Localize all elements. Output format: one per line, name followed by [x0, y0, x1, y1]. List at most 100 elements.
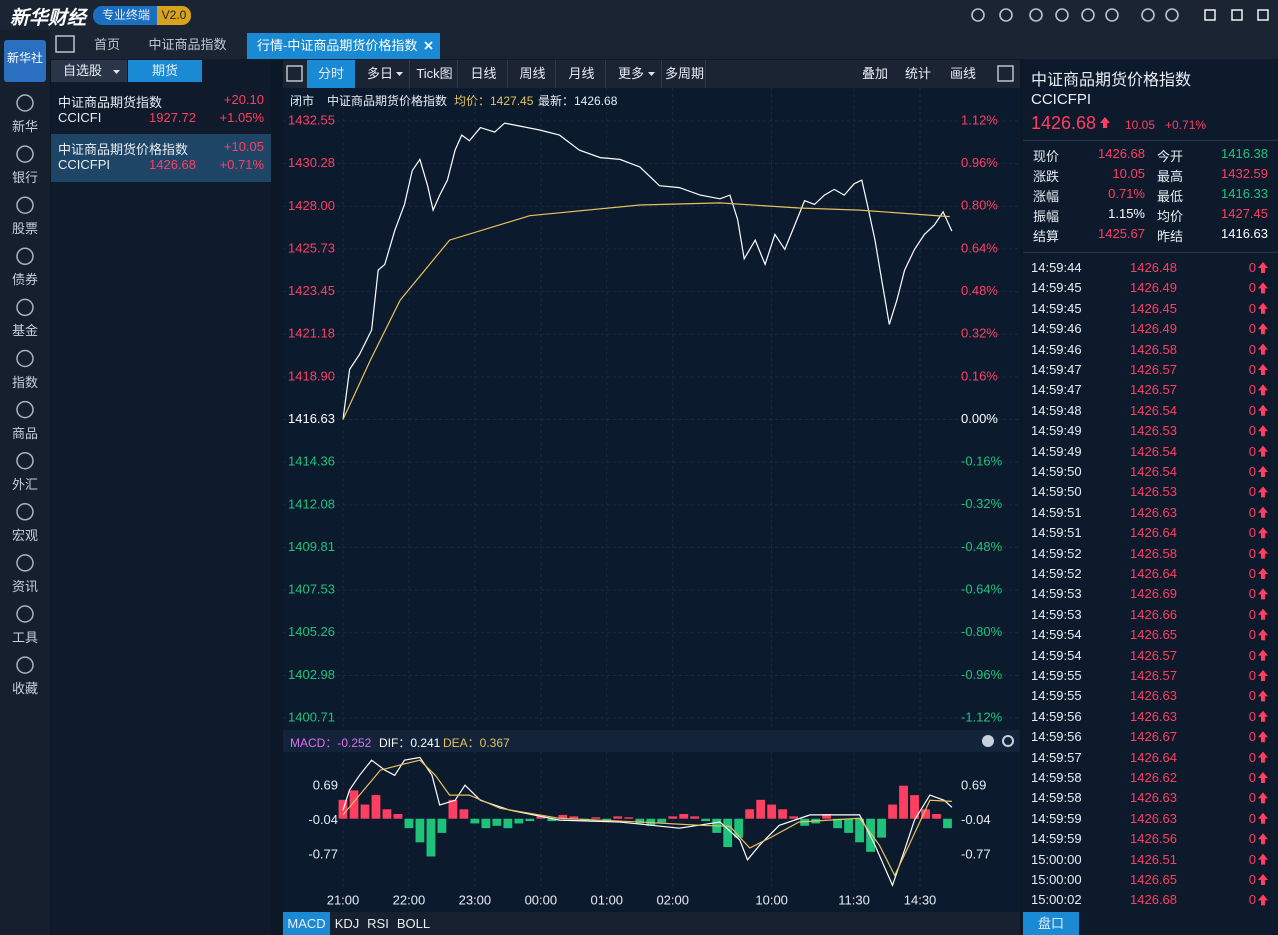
tick-time: 14:59:52 — [1031, 566, 1082, 581]
tick-time: 14:59:44 — [1031, 260, 1082, 275]
toolbar-button[interactable]: 更多 — [608, 60, 662, 88]
macd-header — [283, 730, 1020, 752]
watch-name[interactable]: 中证商品期货指数 — [58, 95, 163, 110]
sidebar-item[interactable]: 宏观 — [11, 527, 38, 543]
sidebar-item[interactable]: 资讯 — [11, 578, 38, 594]
tick-volume: 0 — [1248, 647, 1256, 663]
indicator-tab[interactable]: BOLL — [396, 916, 431, 931]
toolbar-button[interactable]: 统计 — [905, 66, 932, 81]
toolbar-button[interactable]: 叠加 — [862, 66, 889, 81]
tick-price: 1426.53 — [1130, 484, 1177, 500]
sidebar-item[interactable]: 指数 — [11, 374, 38, 390]
quote-tab-active[interactable]: 盘口 — [1023, 912, 1079, 935]
tick-time: 14:59:49 — [1031, 443, 1082, 459]
toolbar-button-active[interactable]: 分时 — [307, 60, 355, 88]
tick-time: 14:59:55 — [1031, 668, 1082, 683]
sidebar-item[interactable]: 商品 — [11, 425, 38, 441]
tick-price: 1426.49 — [1130, 280, 1177, 296]
sidebar-item[interactable]: 银行 — [11, 170, 38, 186]
tick-time: 14:59:47 — [1031, 362, 1082, 377]
tick-time: 14:59:47 — [1031, 382, 1082, 398]
toolbar-button[interactable]: 周线 — [510, 60, 556, 88]
stat-value: 1.15% — [1108, 206, 1145, 221]
indicator-tab[interactable]: KDJ — [334, 916, 360, 931]
tick-price: 1426.66 — [1130, 606, 1177, 622]
quote-name: 中证商品期货价格指数 — [1031, 72, 1192, 89]
tick-time: 14:59:54 — [1031, 627, 1082, 643]
tick-price: 1426.48 — [1130, 260, 1177, 275]
tick-price: 1426.69 — [1130, 586, 1177, 602]
tick-price: 1426.58 — [1130, 341, 1177, 357]
stat-value: 1416.38 — [1221, 146, 1268, 161]
toolbar-button[interactable]: 画线 — [950, 66, 977, 81]
tab[interactable]: 首页 — [93, 37, 120, 52]
tick-volume: 0 — [1248, 749, 1256, 765]
tick-time: 14:59:50 — [1031, 484, 1082, 500]
divider — [1023, 140, 1278, 141]
tab[interactable]: 中证商品指数 — [148, 37, 227, 52]
tick-volume: 0 — [1248, 668, 1256, 683]
sidebar-item[interactable]: 基金 — [11, 323, 38, 339]
watch-pct: +1.05% — [219, 110, 264, 125]
stat-value: 10.05 — [1112, 166, 1145, 181]
toolbar-button[interactable]: Tick图 — [412, 60, 458, 88]
stat-value: 1426.68 — [1098, 146, 1145, 161]
stat-value: 1432.59 — [1221, 166, 1268, 181]
sidebar-item[interactable]: 工具 — [11, 630, 38, 645]
macd-header-item: DIF：0.241 — [379, 736, 441, 750]
tick-volume: 0 — [1248, 790, 1256, 806]
stat-label: 涨幅 — [1033, 189, 1060, 204]
sidebar — [0, 30, 50, 935]
tick-volume: 0 — [1248, 260, 1256, 275]
toolbar-button[interactable]: 月线 — [558, 60, 606, 88]
tick-price: 1426.45 — [1130, 300, 1177, 316]
stat-label: 最低 — [1157, 189, 1184, 204]
tick-price: 1426.58 — [1130, 545, 1177, 561]
tick-time: 14:59:58 — [1031, 770, 1082, 785]
toolbar-button[interactable]: 多日 — [357, 60, 410, 88]
logo-box: 新华社 — [4, 40, 46, 82]
indicator-tab[interactable]: RSI — [367, 916, 389, 931]
indicator-tab-bar — [283, 912, 1020, 935]
tick-volume: 0 — [1248, 729, 1256, 745]
sidebar-item[interactable]: 股票 — [11, 221, 38, 237]
tick-time: 14:59:45 — [1031, 300, 1082, 316]
indicator-tab-active[interactable]: MACD — [283, 912, 330, 935]
watch-tab[interactable]: 自选股 — [51, 60, 127, 82]
sidebar-item[interactable]: 收藏 — [11, 681, 38, 697]
info-status: 闭市 — [290, 94, 315, 108]
stat-label: 昨结 — [1157, 229, 1184, 244]
logo: 新华财经 — [10, 8, 87, 29]
stat-value: 1425.67 — [1098, 226, 1145, 241]
sidebar-item[interactable]: 债券 — [11, 272, 38, 288]
stat-label: 今开 — [1157, 149, 1184, 164]
toolbar-button[interactable]: 日线 — [460, 60, 508, 88]
tick-time: 14:59:51 — [1031, 525, 1082, 541]
tick-price: 1426.54 — [1130, 443, 1177, 459]
tick-price: 1426.49 — [1130, 321, 1177, 337]
tick-time: 14:59:53 — [1031, 606, 1082, 622]
tick-volume: 0 — [1248, 872, 1256, 887]
version-badge: V2.0 — [157, 6, 191, 25]
macd-header-item: DEA：0.367 — [443, 736, 510, 750]
watch-name[interactable]: 中证商品期货价格指数 — [58, 142, 189, 157]
sidebar-item[interactable]: 新华 — [11, 119, 38, 134]
sidebar-item[interactable]: 外汇 — [11, 476, 38, 492]
watch-tab-active[interactable]: 期货 — [128, 60, 202, 82]
tab-active[interactable]: 行情-中证商品期货价格指数 — [247, 33, 440, 59]
toolbar-button[interactable]: 多周期 — [664, 60, 706, 88]
tick-time: 14:59:46 — [1031, 341, 1082, 357]
tick-volume: 0 — [1248, 606, 1256, 622]
badge: 专业终端 — [93, 6, 159, 25]
tick-price: 1426.64 — [1130, 749, 1177, 765]
tick-volume: 0 — [1248, 545, 1256, 561]
quote-panel — [1023, 59, 1278, 935]
tick-volume: 0 — [1248, 810, 1256, 826]
tick-price: 1426.63 — [1130, 708, 1177, 724]
info-name: 中证商品期货价格指数 — [327, 94, 448, 108]
tick-price: 1426.57 — [1130, 382, 1177, 398]
tick-price: 1426.65 — [1130, 627, 1177, 643]
tick-price: 1426.56 — [1130, 831, 1177, 847]
